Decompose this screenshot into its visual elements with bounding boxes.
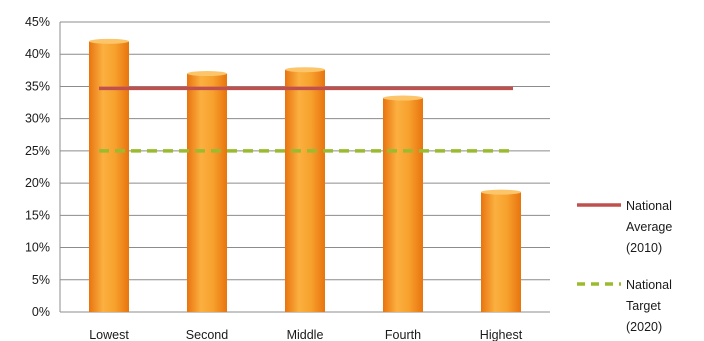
bar (285, 67, 325, 312)
y-tick-label: 45% (25, 15, 50, 29)
legend-item: National Target (2020) (577, 278, 672, 334)
y-tick-label: 40% (25, 47, 50, 61)
legend: National Average (2010) National Target (2020… (577, 199, 672, 334)
bar (89, 38, 129, 312)
y-tick-label: 0% (32, 305, 50, 319)
legend-label: National (626, 278, 672, 292)
x-tick-label: Lowest (89, 328, 129, 341)
legend-label: Average (626, 220, 672, 234)
reference-lines (99, 86, 513, 153)
legend-label: Target (626, 299, 661, 313)
bar (481, 189, 521, 312)
x-axis-tick-labels: Lowest Second Middle Fourth Highest (89, 328, 523, 341)
bar (383, 95, 423, 313)
y-tick-label: 20% (25, 176, 50, 190)
y-tick-label: 15% (25, 208, 50, 222)
y-tick-label: 35% (25, 79, 50, 93)
y-tick-label: 5% (32, 273, 50, 287)
legend-label: National (626, 199, 672, 213)
x-tick-label: Highest (480, 328, 523, 341)
y-tick-label: 25% (25, 144, 50, 158)
legend-label: (2020) (626, 320, 662, 334)
bar (187, 71, 227, 312)
y-tick-label: 30% (25, 112, 50, 126)
y-tick-label: 10% (25, 241, 50, 255)
x-tick-label: Second (186, 328, 228, 341)
x-tick-label: Middle (287, 328, 324, 341)
bars (89, 38, 521, 313)
legend-item: National Average (2010) (577, 199, 672, 255)
x-tick-label: Fourth (385, 328, 421, 341)
y-axis-tick-labels: 0% 5% 10% 15% 20% 25% 30% 35% 40% 45% (25, 15, 50, 319)
legend-label: (2010) (626, 241, 662, 255)
